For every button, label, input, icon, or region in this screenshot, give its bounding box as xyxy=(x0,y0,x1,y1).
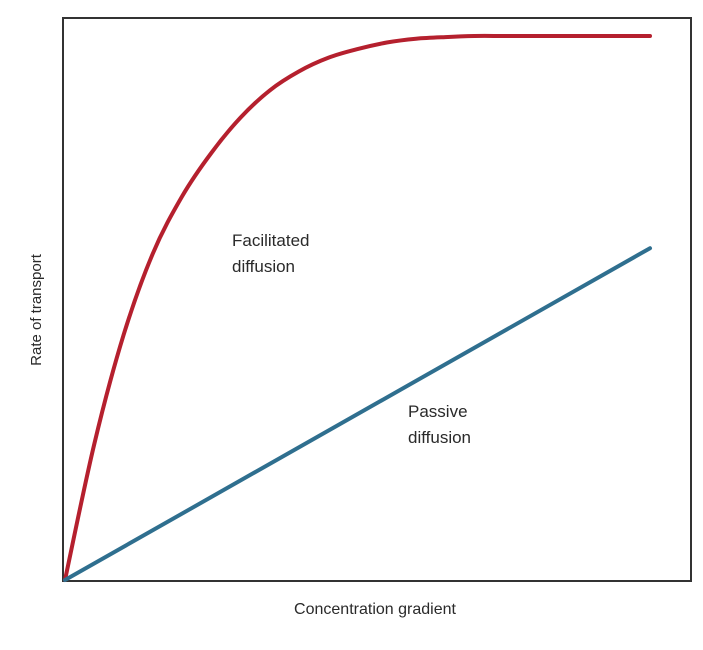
series-layer xyxy=(63,33,652,582)
series-label-passive-line2: diffusion xyxy=(408,428,471,447)
series-line-facilitated-diffusion xyxy=(63,33,652,582)
plot-frame xyxy=(62,17,692,582)
x-axis-label: Concentration gradient xyxy=(294,601,456,618)
series-label-facilitated-line2: diffusion xyxy=(232,257,295,276)
y-axis-label: Rate of transport xyxy=(28,253,45,366)
series-label-facilitated-line1: Facilitated xyxy=(232,231,309,250)
series-line-passive-diffusion xyxy=(63,246,652,582)
series-label-passive-line1: Passive xyxy=(408,402,468,421)
